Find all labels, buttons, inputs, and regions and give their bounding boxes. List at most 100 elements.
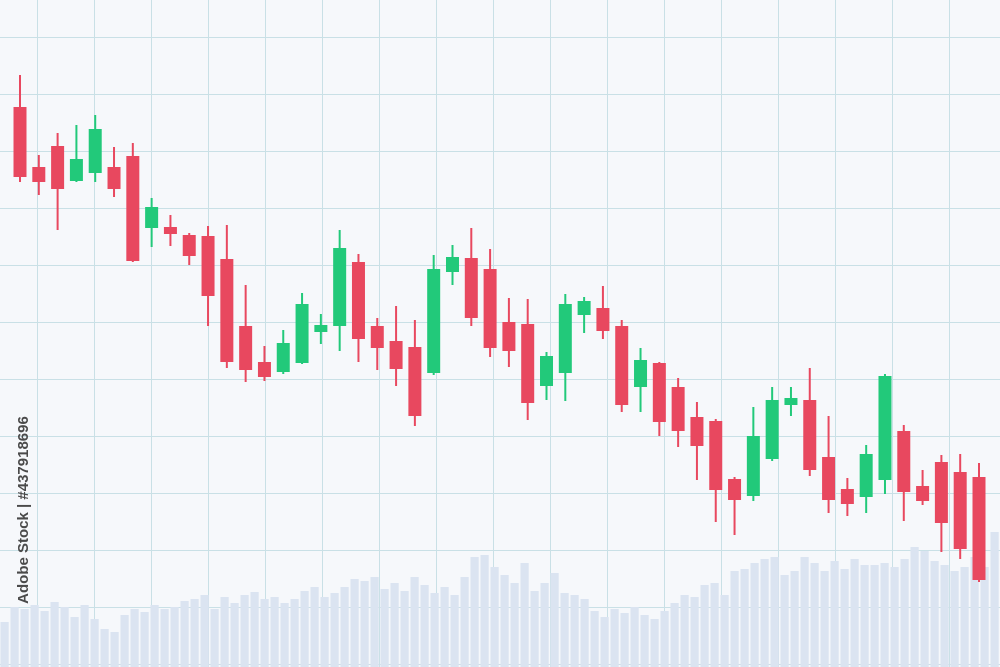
candle-layer — [13, 75, 986, 582]
candle-body — [126, 156, 140, 261]
candle-body — [765, 400, 779, 459]
volume-bar — [910, 547, 919, 667]
candle-body — [483, 269, 497, 348]
volume-bar — [240, 595, 249, 667]
volume-bar — [220, 597, 229, 667]
candle-body — [840, 489, 854, 504]
candle-body — [69, 159, 83, 181]
volume-bar — [850, 559, 859, 667]
candle-body — [671, 387, 685, 431]
candle-body — [370, 326, 384, 348]
volume-bar — [630, 607, 639, 667]
volume-bar — [370, 577, 379, 667]
volume-bar — [540, 583, 549, 667]
volume-bar — [550, 573, 559, 667]
candle-body — [521, 324, 535, 403]
candle-body — [596, 308, 610, 331]
volume-bar — [270, 597, 279, 667]
volume-bar — [230, 603, 239, 667]
candle-body — [445, 257, 459, 272]
volume-bar — [320, 597, 329, 667]
candle-body — [746, 436, 760, 496]
volume-bar — [810, 563, 819, 667]
volume-bar — [420, 585, 429, 667]
volume-bar — [380, 589, 389, 667]
candle-body — [972, 477, 986, 580]
volume-bar — [250, 592, 259, 667]
volume-bar — [660, 611, 669, 667]
candle-body — [577, 301, 591, 315]
candle-body — [88, 129, 102, 173]
candle-body — [878, 376, 892, 480]
volume-bar — [80, 605, 89, 667]
volume-bar — [710, 583, 719, 667]
candle-body — [239, 326, 253, 370]
volume-bar — [30, 605, 39, 667]
candle-body — [201, 236, 215, 296]
volume-bar — [510, 583, 519, 667]
candle-body — [540, 356, 554, 386]
candle-body — [803, 400, 817, 470]
volume-bar — [520, 563, 529, 667]
volume-bar — [10, 607, 19, 667]
candle-body — [897, 431, 911, 492]
volume-bar — [960, 567, 969, 667]
candle-body — [220, 259, 234, 362]
candle-body — [257, 362, 271, 377]
volume-bar — [880, 563, 889, 667]
candle-body — [51, 146, 65, 189]
volume-bar — [570, 595, 579, 667]
volume-bar — [450, 595, 459, 667]
volume-bar — [830, 561, 839, 667]
candle-body — [389, 341, 403, 369]
volume-bar — [480, 555, 489, 667]
volume-bar — [150, 605, 159, 667]
volume-bar — [640, 615, 649, 667]
volume-bar — [780, 575, 789, 667]
volume-bar — [130, 609, 139, 667]
candle-body — [728, 479, 742, 500]
volume-bar — [180, 601, 189, 667]
candle-body — [652, 363, 666, 422]
volume-bar — [110, 632, 119, 667]
volume-bar — [470, 557, 479, 667]
volume-bar — [670, 603, 679, 667]
candle-body — [351, 262, 365, 339]
candle-body — [163, 227, 177, 234]
volume-bar — [680, 595, 689, 667]
volume-bar — [490, 567, 499, 667]
volume-bar — [200, 595, 209, 667]
volume-bar — [650, 619, 659, 667]
volume-bar — [890, 567, 899, 667]
volume-bar — [0, 622, 9, 667]
volume-bar — [60, 607, 69, 667]
volume-bar — [530, 591, 539, 667]
volume-bar — [750, 563, 759, 667]
candle-body — [615, 326, 629, 405]
volume-bar — [940, 565, 949, 667]
candle-body — [690, 417, 704, 446]
candle-body — [916, 486, 930, 501]
volume-bar — [310, 587, 319, 667]
candle-body — [295, 304, 309, 363]
volume-bar — [700, 585, 709, 667]
volume-bar — [590, 611, 599, 667]
candle-body — [182, 235, 196, 256]
volume-bar — [290, 599, 299, 667]
volume-bar — [170, 607, 179, 667]
volume-bar — [980, 567, 989, 667]
candle-body — [408, 347, 422, 416]
volume-bar — [40, 611, 49, 667]
candle-body — [145, 207, 159, 228]
volume-bar — [330, 593, 339, 667]
volume-bar — [400, 591, 409, 667]
volume-bar — [990, 532, 999, 667]
volume-bar — [360, 581, 369, 667]
volume-bar — [870, 565, 879, 667]
volume-bar — [120, 615, 129, 667]
candle-body — [276, 343, 290, 372]
volume-bar — [610, 609, 619, 667]
candle-body — [709, 421, 723, 490]
